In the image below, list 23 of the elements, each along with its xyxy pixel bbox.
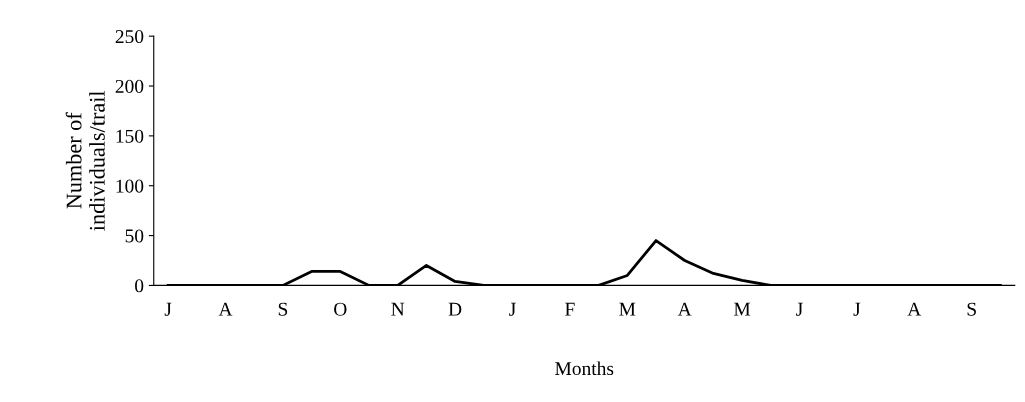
y-tick-label: 150	[116, 129, 144, 143]
y-tick-label: 250	[115, 30, 144, 44]
x-tick-label: A	[907, 302, 922, 316]
x-tick-label: S	[967, 302, 976, 316]
x-tick-label: A	[218, 302, 233, 316]
x-tick-label: N	[391, 302, 405, 316]
x-axis-title: Months	[555, 361, 614, 376]
y-tick-label: 200	[115, 79, 144, 93]
x-tick-label: J	[853, 302, 861, 316]
x-tick-label: F	[565, 302, 575, 316]
x-tick-label: O	[334, 302, 347, 316]
y-tick-label: 0	[135, 279, 144, 293]
x-tick-label: A	[677, 302, 692, 316]
x-tick-label: J	[796, 302, 803, 316]
y-tick-label: 50	[125, 229, 144, 243]
x-tick-label: M	[734, 302, 751, 316]
y-axis-title: Number of individuals/trail	[65, 90, 105, 231]
x-tick-label: J	[509, 302, 516, 316]
x-tick-label: D	[448, 302, 462, 316]
y-tick-label: 100	[116, 179, 144, 193]
x-tick-label: M	[619, 302, 636, 316]
x-tick-label: S	[278, 302, 288, 316]
x-tick-label: J	[164, 302, 172, 316]
